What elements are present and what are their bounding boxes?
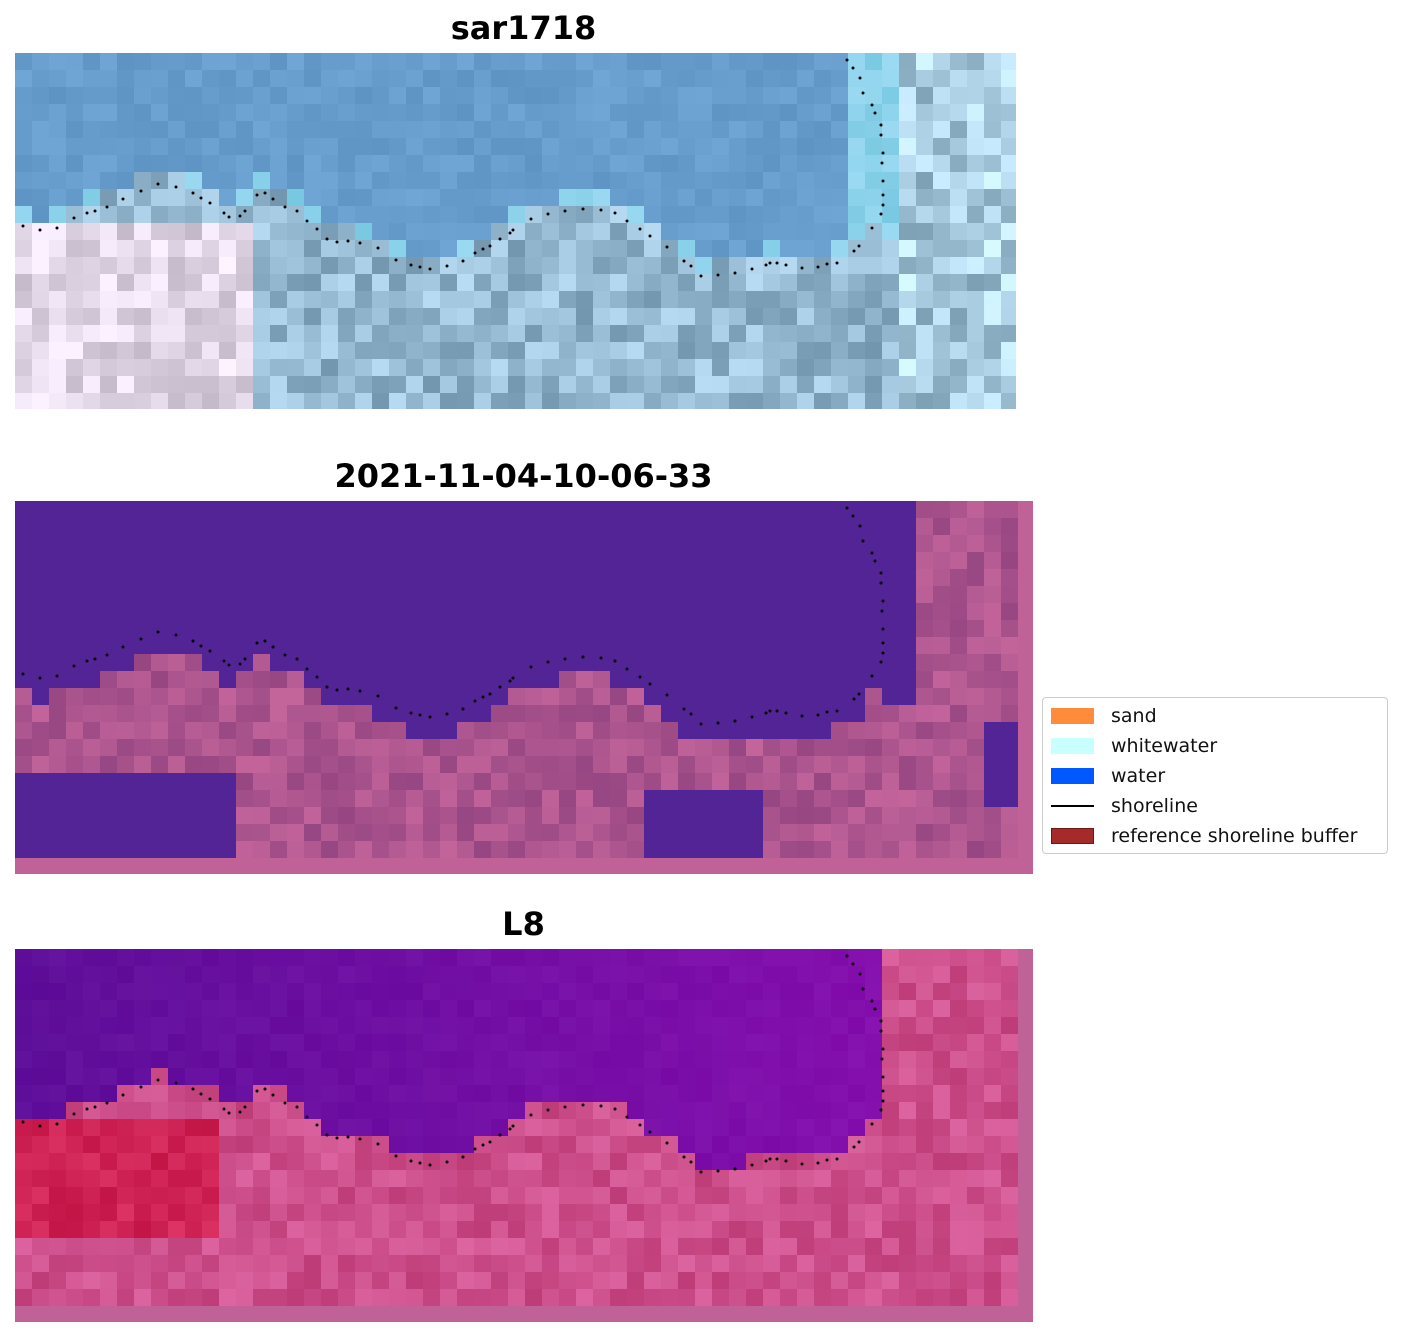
legend-label-sand: sand	[1111, 705, 1157, 727]
legend-item-water: water	[1051, 760, 1381, 790]
panel-title-rgb: sar1718	[450, 9, 597, 47]
panel-title-index: L8	[502, 905, 545, 943]
rgb-image-panel	[15, 53, 1016, 409]
rgb-raster	[15, 53, 1016, 409]
index-image-panel	[15, 949, 1033, 1322]
classification-image-panel	[15, 501, 1033, 874]
classification-raster	[15, 501, 1033, 874]
sand-swatch	[1051, 708, 1094, 724]
legend-item-shoreline: shoreline	[1051, 790, 1381, 820]
legend-item-whitewater: whitewater	[1051, 730, 1381, 760]
shoreline-line-swatch	[1051, 805, 1094, 807]
legend-label-shoreline: shoreline	[1111, 795, 1198, 817]
legend-item-sand: sand	[1051, 700, 1381, 730]
index-raster	[15, 949, 1033, 1322]
panel-title-classification: 2021-11-04-10-06-33	[334, 457, 713, 495]
shoreline-dots	[21, 954, 885, 1174]
legend-label-reference-buffer: reference shoreline buffer	[1111, 825, 1358, 847]
legend-label-whitewater: whitewater	[1111, 735, 1218, 757]
water-swatch	[1051, 768, 1094, 784]
legend-item-reference-buffer: reference shoreline buffer	[1051, 820, 1381, 850]
legend-label-water: water	[1111, 765, 1166, 787]
shoreline-dots	[21, 506, 885, 726]
whitewater-swatch	[1051, 738, 1094, 754]
legend: sand whitewater water shoreline referenc…	[1042, 697, 1388, 854]
reference-buffer-swatch	[1051, 828, 1094, 844]
shoreline-dots	[21, 58, 885, 278]
